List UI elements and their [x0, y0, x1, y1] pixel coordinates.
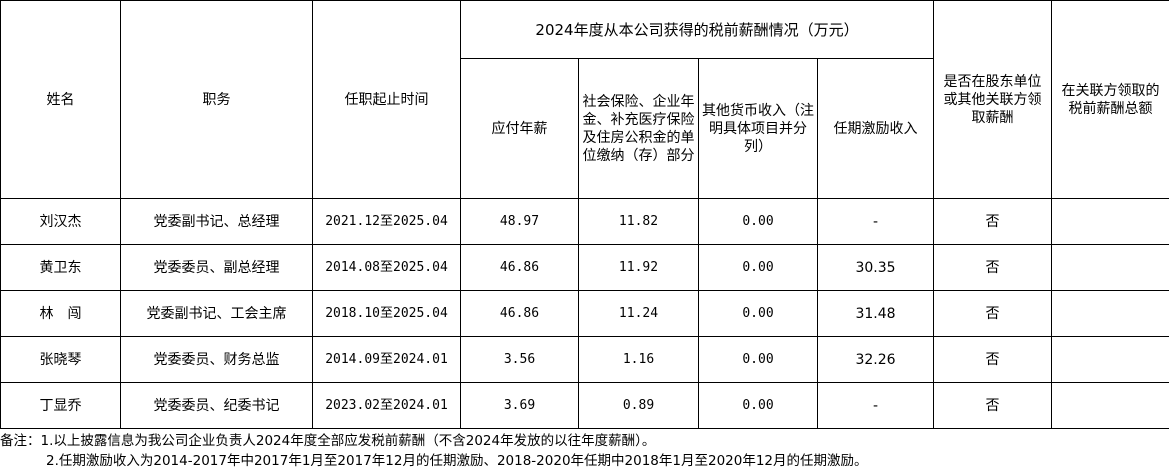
- data-cell: 林 闯: [0, 290, 121, 337]
- data-cell: 1.16: [578, 336, 699, 383]
- data-row: 黄卫东 党委委员、副总经理 2014.08至2025.04 46.86 11.92 0.0…: [0, 244, 1169, 291]
- data-cell: 30.35: [817, 244, 934, 291]
- data-cell: [1051, 382, 1169, 429]
- data-cell: 2014.08至2025.04: [312, 244, 461, 291]
- data-cell: 3.69: [460, 382, 579, 429]
- data-cell: 丁显乔: [0, 382, 121, 429]
- data-cell: 3.56: [460, 336, 579, 383]
- header-cell: 是否在股东单位或其他关联方领取薪酬: [933, 0, 1052, 199]
- note-line: 2.任期激励收入为2014-2017年中2017年1月至2017年12月的任期激…: [0, 451, 1169, 471]
- data-cell: 党委委员、副总经理: [120, 244, 313, 291]
- header-row: 应付年薪 社会保险、企业年金、补充医疗保险及住房公积金的单位缴纳（存）部分 其他…: [1, 58, 1169, 199]
- data-cell: 11.24: [578, 290, 699, 337]
- header-cell: 任期激励收入: [817, 58, 934, 199]
- data-cell: 否: [933, 244, 1052, 291]
- data-row: 丁显乔 党委委员、纪委书记 2023.02至2024.01 3.69 0.89 0.00-…: [0, 382, 1169, 429]
- note-label: 备注：: [0, 433, 41, 449]
- data-cell: 0.00: [698, 198, 818, 245]
- data-cell: 2021.12至2025.04: [312, 198, 461, 245]
- note-line: 备注：1.以上披露信息为我公司企业负责人2024年度全部应发税前薪酬（不含202…: [0, 431, 1169, 451]
- data-cell: 党委委员、财务总监: [120, 336, 313, 383]
- data-row: 刘汉杰 党委副书记、总经理 2021.12至2025.04 48.97 11.82 0.0…: [0, 198, 1169, 245]
- header-cell: 职务: [120, 0, 313, 199]
- header-cell: 应付年薪: [460, 58, 579, 199]
- data-cell: 否: [933, 336, 1052, 383]
- data-cell: 否: [933, 382, 1052, 429]
- data-cell: 张晓琴: [0, 336, 121, 383]
- data-cell: 11.82: [578, 198, 699, 245]
- notes: 备注：1.以上披露信息为我公司企业负责人2024年度全部应发税前薪酬（不含202…: [0, 429, 1169, 471]
- header-row: 姓名 职务 任职起止时间 2024年度从本公司获得的税前薪酬情况（万元） 是否在…: [0, 0, 1169, 199]
- data-cell: 0.89: [578, 382, 699, 429]
- table-body: 姓名 职务 任职起止时间 2024年度从本公司获得的税前薪酬情况（万元） 是否在…: [0, 0, 1169, 429]
- header-cell: 其他货币收入（注明具体项目并分列）: [698, 58, 818, 199]
- data-cell: 0.00: [698, 290, 818, 337]
- data-cell: 48.97: [460, 198, 579, 245]
- note-item: 2.任期激励收入为2014-2017年中2017年1月至2017年12月的任期激…: [46, 453, 868, 469]
- data-cell: 0.00: [698, 336, 818, 383]
- data-cell: 否: [933, 198, 1052, 245]
- salary-table: 姓名 职务 任职起止时间 2024年度从本公司获得的税前薪酬情况（万元） 是否在…: [0, 0, 1169, 429]
- data-cell: [1051, 244, 1169, 291]
- note-item: 1.以上披露信息为我公司企业负责人2024年度全部应发税前薪酬（不含2024年发…: [40, 433, 656, 449]
- data-cell: 46.86: [460, 290, 579, 337]
- data-cell: 46.86: [460, 244, 579, 291]
- data-cell: 32.26: [817, 336, 934, 383]
- data-row: 张晓琴 党委委员、财务总监 2014.09至2024.01 3.56 1.16 0.00 3…: [0, 336, 1169, 383]
- header-cell: 社会保险、企业年金、补充医疗保险及住房公积金的单位缴纳（存）部分: [578, 58, 699, 199]
- data-cell: 党委副书记、工会主席: [120, 290, 313, 337]
- header-cell: 任职起止时间: [312, 0, 461, 199]
- data-cell: 2023.02至2024.01: [312, 382, 461, 429]
- data-cell: 0.00: [698, 244, 818, 291]
- data-cell: 党委委员、纪委书记: [120, 382, 313, 429]
- data-cell: 2014.09至2024.01: [312, 336, 461, 383]
- data-cell: [1051, 198, 1169, 245]
- data-cell: [1051, 336, 1169, 383]
- data-cell: -: [817, 382, 934, 429]
- data-cell: 2018.10至2025.04: [312, 290, 461, 337]
- data-row: 林 闯党委副书记、工会主席 2018.10至2025.04 46.86 11.24 0.…: [0, 290, 1169, 337]
- data-cell: 刘汉杰: [0, 198, 121, 245]
- data-cell: 11.92: [578, 244, 699, 291]
- data-cell: 黄卫东: [0, 244, 121, 291]
- data-cell: 0.00: [698, 382, 818, 429]
- data-cell: 否: [933, 290, 1052, 337]
- data-cell: -: [817, 198, 934, 245]
- header-cell: 在关联方领取的税前薪酬总额: [1051, 0, 1169, 199]
- data-cell: [1051, 290, 1169, 337]
- group-header: 2024年度从本公司获得的税前薪酬情况（万元）: [460, 0, 934, 59]
- data-cell: 党委副书记、总经理: [120, 198, 313, 245]
- data-cell: 31.48: [817, 290, 934, 337]
- header-cell: 姓名: [0, 0, 121, 199]
